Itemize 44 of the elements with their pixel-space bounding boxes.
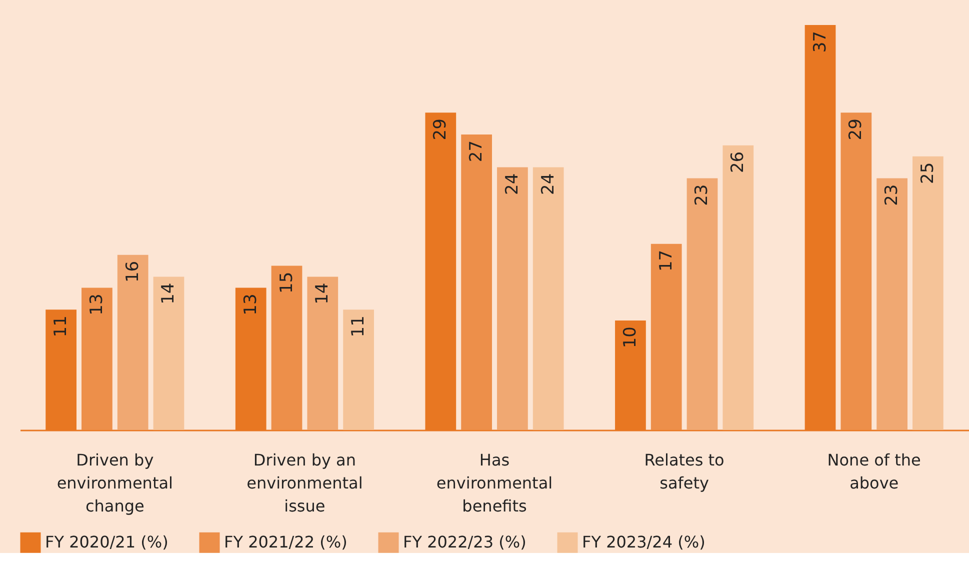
data-label: 14 — [158, 282, 179, 304]
legend-label: FY 2021/22 (%) — [224, 532, 348, 552]
data-label: 15 — [276, 272, 297, 294]
data-label: 37 — [810, 31, 830, 53]
x-tick-label: Has environmental benefits — [436, 450, 553, 516]
data-label: 17 — [656, 250, 676, 272]
data-label: 24 — [502, 173, 522, 195]
data-label: 29 — [430, 118, 451, 140]
legend-label: FY 2023/24 (%) — [582, 532, 706, 552]
data-label: 27 — [466, 140, 487, 162]
bar — [912, 156, 944, 430]
x-tick-label: Relates to safety — [644, 450, 724, 492]
bar — [876, 178, 908, 430]
data-label: 26 — [728, 151, 748, 174]
data-label: 13 — [86, 294, 107, 316]
x-tick-label: None of the above — [827, 450, 921, 492]
data-label: 23 — [882, 184, 902, 206]
data-label: 23 — [692, 184, 712, 206]
data-label: 11 — [348, 316, 369, 338]
bar — [307, 276, 338, 430]
data-label: 16 — [122, 260, 143, 283]
data-label: 10 — [620, 326, 640, 348]
data-label: 24 — [538, 173, 558, 195]
bar — [153, 276, 184, 430]
bar — [840, 112, 872, 430]
bar — [532, 167, 564, 430]
bar — [686, 178, 718, 430]
bar — [82, 288, 112, 430]
bar — [722, 145, 754, 430]
data-label: 13 — [240, 294, 261, 316]
bar — [497, 167, 528, 430]
x-tick-label: Driven by environmental change — [56, 450, 173, 516]
data-label: 14 — [312, 282, 333, 304]
x-tick-label: Driven by an environmental issue — [246, 450, 363, 516]
legend-label: FY 2022/23 (%) — [403, 532, 526, 552]
bar — [271, 266, 302, 430]
bar — [117, 254, 148, 430]
data-label: 11 — [51, 316, 72, 338]
bar — [343, 310, 374, 430]
bar — [461, 134, 492, 430]
data-label: 29 — [846, 118, 866, 140]
data-label: 25 — [918, 162, 938, 184]
legend-label: FY 2020/21 (%) — [45, 532, 168, 552]
bar — [650, 244, 682, 430]
